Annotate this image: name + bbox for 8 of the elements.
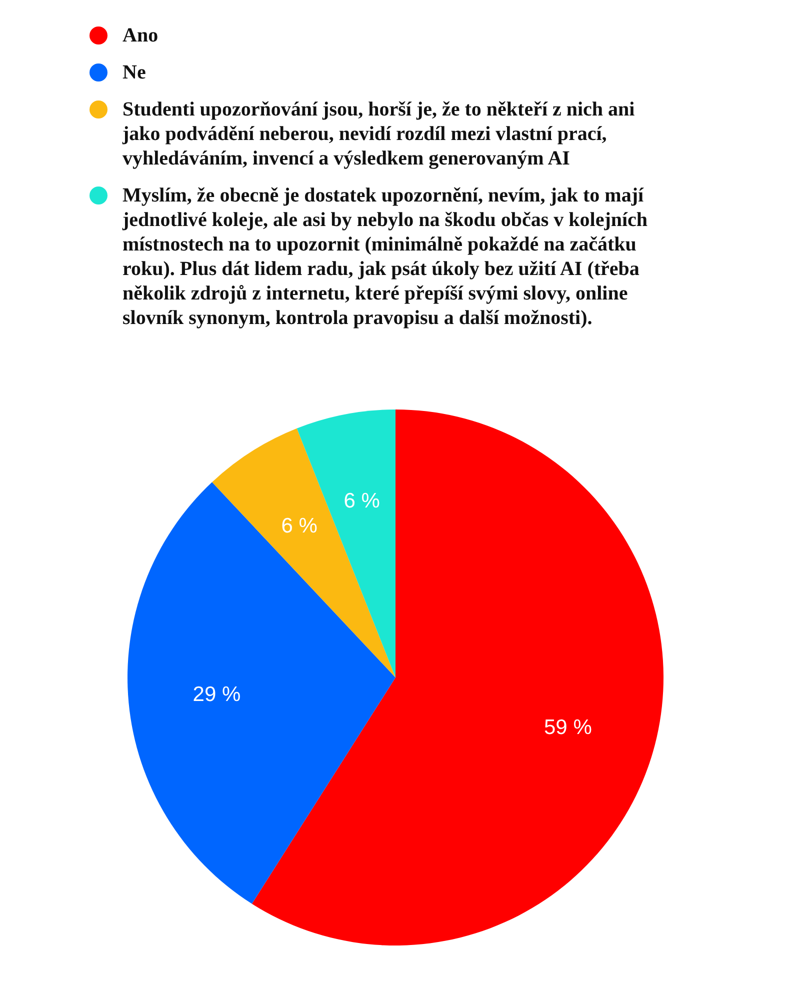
data-label: 6 % (281, 514, 318, 538)
data-label: 29 % (192, 682, 241, 706)
data-label: 59 % (544, 716, 592, 740)
legend-label: Ano (122, 24, 158, 46)
legend-label: Ne (122, 62, 146, 84)
legend-label: Studenti upozorňování jsou, horší je, že to někteří z nich ani jako podvádění neberou, nevidí rozdíl mezi vlastní prací, vyhledáváním, invencí a výsledkem generovaným AI (122, 98, 636, 170)
legend-label: Myslím, že obecně je dostatek upozornění, nevím, jak to mají jednotlivé koleje, ale asi by nebylo na škodu občas v kolejních místnostech na to upozornit (minimálně pokaždé na začátku roku). Plus dát lidem radu, jak psát úkoly bez užití AI (třeba několik zdrojů z internetu, které přepíší svými slovy, online slovník synonym, kontrola pravopisu a další možnosti). (122, 184, 648, 329)
data-label: 6 % (344, 490, 380, 513)
